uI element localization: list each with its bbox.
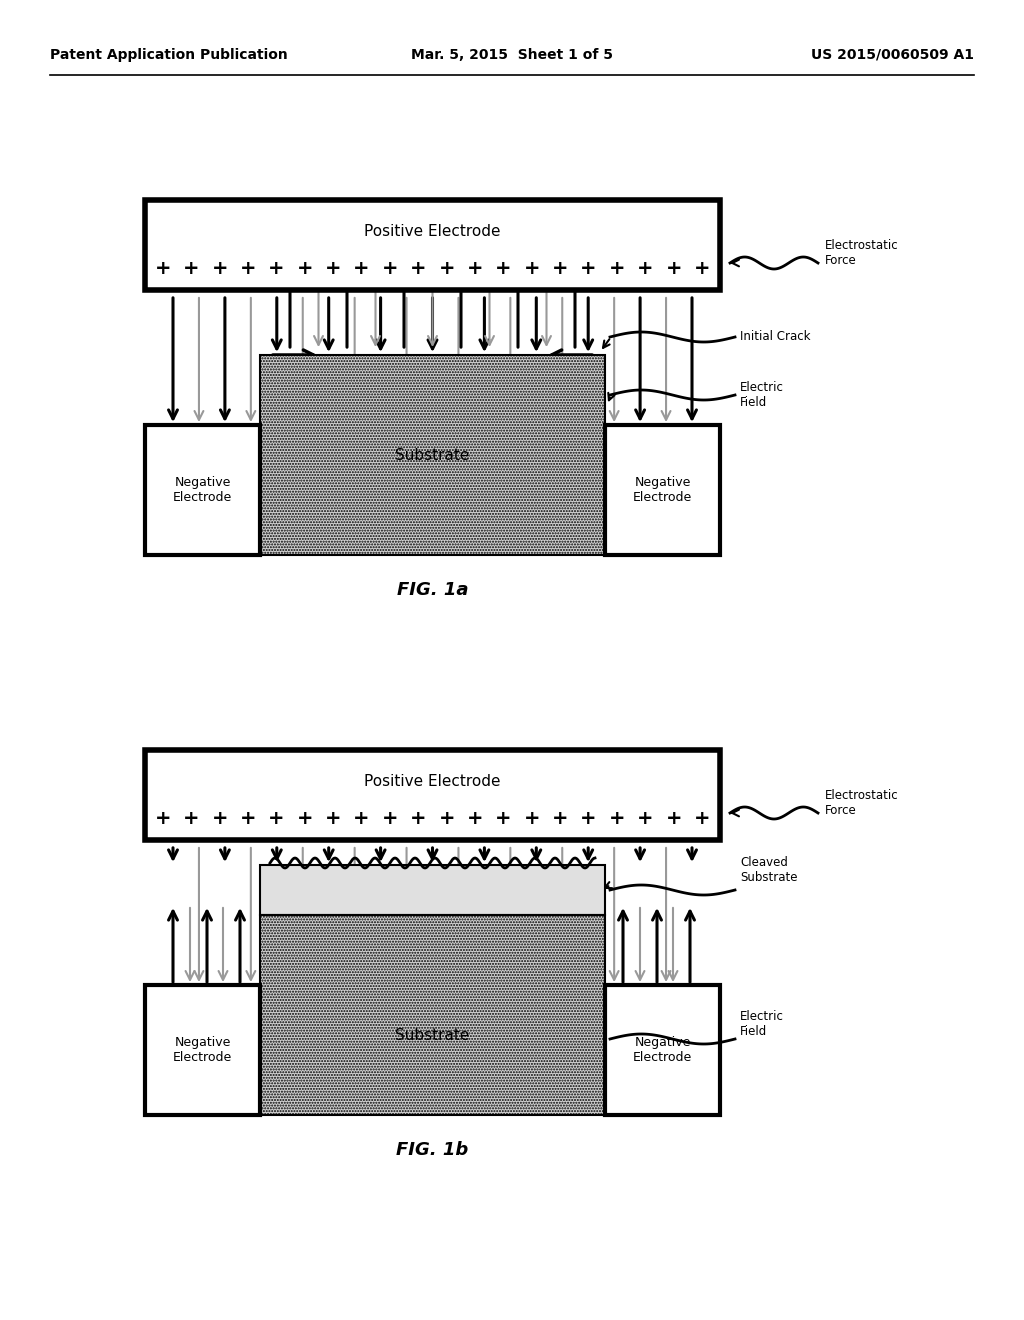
Text: Negative
Electrode: Negative Electrode <box>173 477 232 504</box>
Text: +: + <box>410 808 427 828</box>
Text: +: + <box>581 259 597 277</box>
Text: +: + <box>523 808 540 828</box>
Text: +: + <box>438 808 455 828</box>
Text: +: + <box>155 808 171 828</box>
Bar <box>145 201 720 290</box>
Text: +: + <box>666 808 682 828</box>
Bar <box>145 750 720 840</box>
Text: +: + <box>183 259 200 277</box>
Text: +: + <box>353 259 370 277</box>
Text: Negative
Electrode: Negative Electrode <box>173 1036 232 1064</box>
Text: Electrostatic
Force: Electrostatic Force <box>825 239 899 267</box>
Text: Electric
Field: Electric Field <box>740 381 784 409</box>
Text: +: + <box>467 808 483 828</box>
Text: +: + <box>382 259 398 277</box>
Text: Electrostatic
Force: Electrostatic Force <box>825 789 899 817</box>
Text: Substrate: Substrate <box>395 447 470 462</box>
Bar <box>145 985 260 1115</box>
Text: +: + <box>353 808 370 828</box>
Text: +: + <box>297 808 313 828</box>
Text: +: + <box>496 808 512 828</box>
Text: Mar. 5, 2015  Sheet 1 of 5: Mar. 5, 2015 Sheet 1 of 5 <box>411 48 613 62</box>
Text: Electric
Field: Electric Field <box>740 1010 784 1038</box>
Text: +: + <box>693 808 711 828</box>
Text: +: + <box>297 259 313 277</box>
Bar <box>260 915 605 1115</box>
Text: +: + <box>581 808 597 828</box>
Text: Positive Electrode: Positive Electrode <box>365 774 501 789</box>
Bar <box>260 865 605 915</box>
Text: +: + <box>637 808 653 828</box>
Text: +: + <box>608 808 625 828</box>
Text: +: + <box>552 808 568 828</box>
Text: US 2015/0060509 A1: US 2015/0060509 A1 <box>811 48 974 62</box>
Bar <box>605 425 720 554</box>
Text: +: + <box>410 259 427 277</box>
Bar <box>145 425 260 554</box>
Text: Negative
Electrode: Negative Electrode <box>633 1036 692 1064</box>
Text: Substrate: Substrate <box>395 1027 470 1043</box>
Text: +: + <box>325 259 341 277</box>
Text: +: + <box>212 259 228 277</box>
Text: +: + <box>212 808 228 828</box>
Text: +: + <box>325 808 341 828</box>
Text: FIG. 1b: FIG. 1b <box>396 1140 469 1159</box>
Text: +: + <box>608 259 625 277</box>
Text: FIG. 1a: FIG. 1a <box>396 581 468 599</box>
Text: +: + <box>382 808 398 828</box>
Text: +: + <box>552 259 568 277</box>
Text: +: + <box>183 808 200 828</box>
Text: +: + <box>240 808 256 828</box>
Text: +: + <box>693 259 711 277</box>
Text: Positive Electrode: Positive Electrode <box>365 224 501 239</box>
Bar <box>260 355 605 554</box>
Text: +: + <box>467 259 483 277</box>
Text: +: + <box>240 259 256 277</box>
Text: Initial Crack: Initial Crack <box>740 330 811 343</box>
Text: +: + <box>438 259 455 277</box>
Text: Negative
Electrode: Negative Electrode <box>633 477 692 504</box>
Text: Patent Application Publication: Patent Application Publication <box>50 48 288 62</box>
Text: +: + <box>268 259 285 277</box>
Text: Cleaved
Substrate: Cleaved Substrate <box>740 855 798 884</box>
Text: +: + <box>496 259 512 277</box>
Text: +: + <box>637 259 653 277</box>
Text: +: + <box>523 259 540 277</box>
Text: +: + <box>268 808 285 828</box>
Text: +: + <box>666 259 682 277</box>
Text: +: + <box>155 259 171 277</box>
Bar <box>605 985 720 1115</box>
